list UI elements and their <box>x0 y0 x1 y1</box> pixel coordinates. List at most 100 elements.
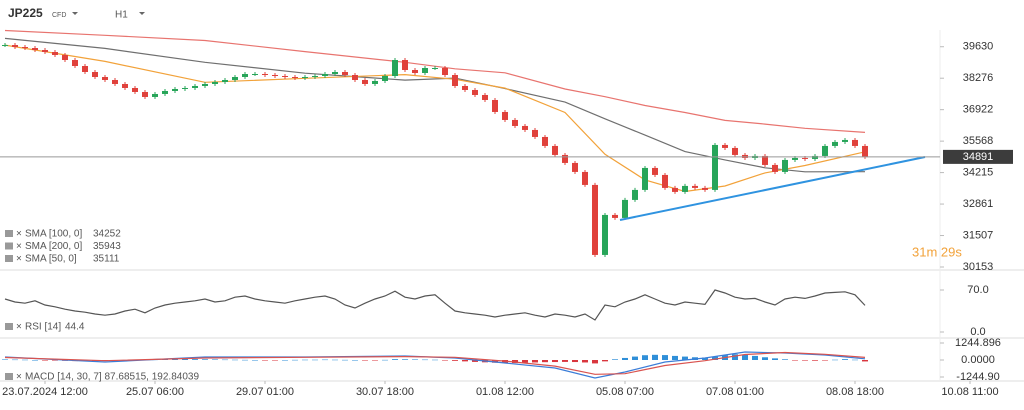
candle <box>292 76 298 78</box>
candle <box>112 79 118 84</box>
candle <box>512 119 518 126</box>
histogram-bar <box>742 354 748 360</box>
x-tick-label: 07.08 01:00 <box>706 386 764 398</box>
histogram-bar <box>542 360 548 363</box>
y-tick-label: 38276 <box>963 72 994 84</box>
y-tick-label: 31507 <box>963 229 994 241</box>
histogram-bar <box>2 359 8 360</box>
candle <box>252 73 258 75</box>
histogram-bar <box>572 360 578 363</box>
x-tick-label: 10.08 11:00 <box>941 386 998 398</box>
histogram-bar <box>192 359 198 360</box>
candle <box>62 55 68 61</box>
histogram-bar <box>392 359 398 360</box>
candle <box>632 189 638 200</box>
candle <box>142 91 148 97</box>
candle <box>52 52 58 56</box>
histogram-bar <box>462 360 468 362</box>
histogram-bar <box>532 360 538 363</box>
histogram-bar <box>282 360 288 361</box>
legend-close: × <box>16 372 22 383</box>
current-price-box <box>943 149 1013 164</box>
y-tick-label: 0.0 <box>970 326 985 338</box>
legend-close[interactable]: × <box>16 229 22 240</box>
candle <box>92 71 98 77</box>
candle <box>862 145 868 157</box>
histogram-bar <box>622 357 628 360</box>
timeframe-dropdown[interactable] <box>139 12 145 15</box>
legend-icon <box>5 242 13 250</box>
countdown: 31m 29s <box>912 244 962 259</box>
histogram-bar <box>432 359 438 361</box>
candle <box>392 60 398 76</box>
candle <box>72 60 78 67</box>
y-tick-label: 34215 <box>963 166 994 178</box>
candle <box>262 73 268 75</box>
candle <box>502 111 508 120</box>
candle <box>202 83 208 86</box>
candle <box>402 60 408 70</box>
candle <box>102 76 108 80</box>
sma-line <box>4 44 866 193</box>
symbol-dropdown[interactable] <box>72 12 78 15</box>
candle <box>522 125 528 130</box>
histogram-bar <box>412 359 418 360</box>
histogram-bar <box>862 360 868 362</box>
histogram-bar <box>182 359 188 360</box>
histogram-bar <box>832 359 838 361</box>
timeframe[interactable]: H1 <box>115 10 128 21</box>
candle <box>662 174 668 188</box>
legend-icon <box>5 255 13 262</box>
histogram-bar <box>12 359 18 361</box>
histogram-bar <box>702 357 708 360</box>
candle <box>152 93 158 97</box>
histogram-bar <box>342 359 348 361</box>
candle <box>172 88 178 91</box>
candle <box>682 185 688 192</box>
current-price-label: 34891 <box>963 151 994 163</box>
candle <box>562 154 568 163</box>
candle <box>282 75 288 77</box>
y-tick-label: 1244.896 <box>955 337 1001 349</box>
candle <box>672 187 678 192</box>
candle <box>22 47 28 49</box>
histogram-bar <box>522 360 528 363</box>
y-tick-label: 32861 <box>963 198 994 210</box>
histogram-bar <box>762 357 768 360</box>
histogram-bar <box>422 359 428 361</box>
candle <box>342 71 348 75</box>
candle <box>822 145 828 156</box>
legend-close[interactable]: × <box>16 241 22 252</box>
histogram-bar <box>372 360 378 361</box>
candle <box>362 79 368 84</box>
candle <box>442 68 448 75</box>
histogram-bar <box>612 359 618 360</box>
candle <box>732 147 738 155</box>
symbol[interactable]: JP225 <box>8 6 43 20</box>
histogram-bar <box>442 360 448 361</box>
candle <box>602 214 608 255</box>
candle <box>132 87 138 92</box>
legend-close[interactable]: × <box>16 254 22 265</box>
histogram-bar <box>642 355 648 360</box>
candle <box>762 155 768 165</box>
candle <box>552 145 558 155</box>
histogram-bar <box>562 360 568 362</box>
candle <box>372 80 378 84</box>
candle <box>782 159 788 172</box>
legend-name: RSI [14] <box>25 322 61 333</box>
histogram-bar <box>552 360 558 363</box>
histogram-bar <box>632 356 638 360</box>
legend-value: 35111 <box>93 254 120 265</box>
candle <box>722 144 728 148</box>
candle <box>642 167 648 190</box>
histogram-bar <box>382 359 388 361</box>
candle <box>432 68 438 70</box>
x-tick-label: 05.08 07:00 <box>596 386 654 398</box>
legend-icon <box>5 373 13 380</box>
candle <box>422 68 428 73</box>
histogram-bar <box>712 356 718 360</box>
legend-value: 44.4 <box>65 322 85 333</box>
histogram-bar <box>362 360 368 361</box>
legend-icon <box>5 230 13 237</box>
